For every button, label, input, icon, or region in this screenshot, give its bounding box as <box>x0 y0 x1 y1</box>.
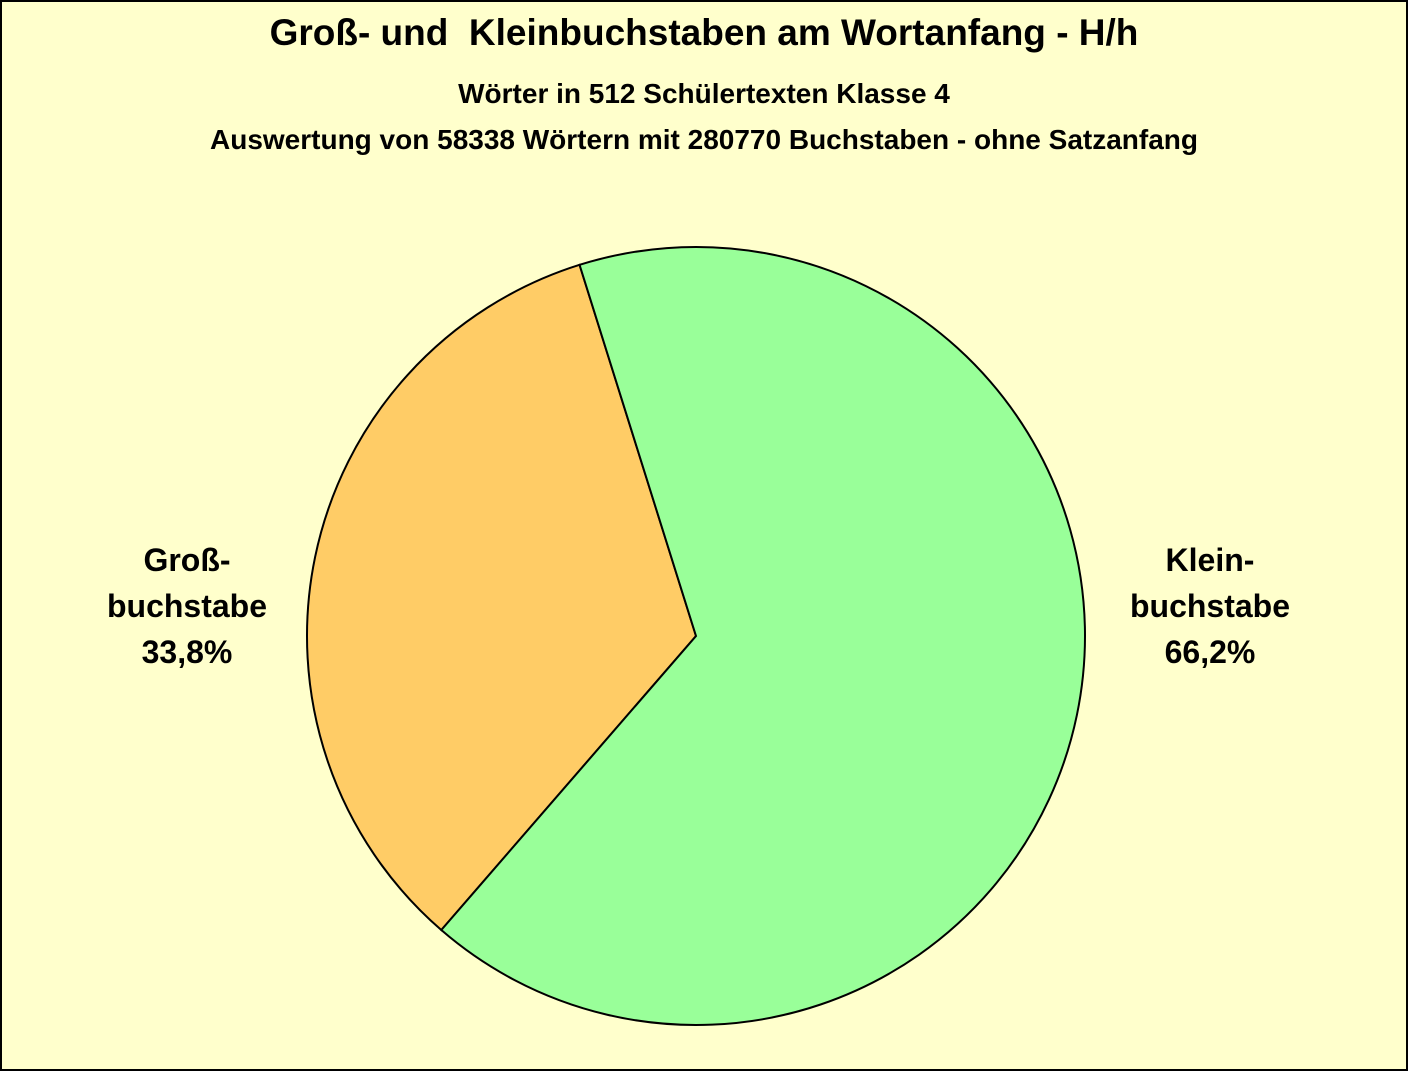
slice-label: Klein- buchstabe 66,2% <box>1060 537 1360 675</box>
chart-title: Groß- und Kleinbuchstaben am Wortanfang … <box>269 12 1139 53</box>
chart-subtitle: Wörter in 512 Schülertexten Klasse 4 <box>458 78 950 109</box>
value-label: 66,2% <box>1164 634 1256 670</box>
category-label: Klein- buchstabe <box>1129 542 1291 624</box>
slice-label: Groß- buchstabe 33,8% <box>37 537 337 675</box>
chart-subtitle: Auswertung von 58338 Wörtern mit 280770 … <box>210 124 1198 155</box>
pie-slice <box>306 263 698 932</box>
value-label: 33,8% <box>141 634 233 670</box>
category-label: Groß- buchstabe <box>106 542 268 624</box>
pie-slice <box>439 246 1086 1026</box>
